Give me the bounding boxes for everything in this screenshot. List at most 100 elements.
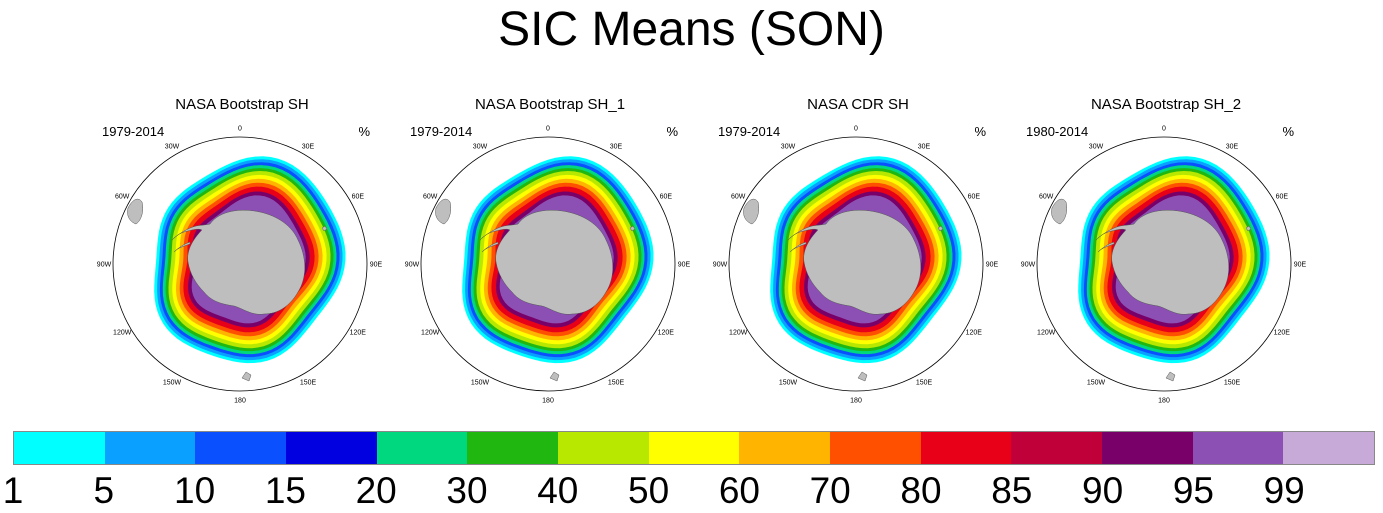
longitude-label: 90W: [1021, 262, 1036, 269]
longitude-label: 60W: [731, 194, 746, 201]
colorbar: [13, 431, 1375, 465]
antarctica-landmass: [1095, 209, 1229, 315]
longitude-label: 120E: [1274, 330, 1291, 337]
figure-title: SIC Means (SON): [498, 3, 885, 56]
longitude-label: 150E: [1224, 379, 1241, 386]
panel-title: NASA Bootstrap SH_1: [474, 96, 626, 113]
colorbar-label: 85: [991, 470, 1033, 511]
antarctica-landmass: [171, 209, 305, 315]
map-panel-2: NASA Bootstrap SH_1 1979-2014 % 0 30E 60E 9…: [400, 92, 700, 412]
colorbar-label: 99: [1263, 470, 1305, 511]
colorbar-swatch: [648, 432, 740, 464]
antarctic-peninsula: [789, 241, 807, 253]
colorbar-swatch: [739, 432, 831, 464]
longitude-label: 180: [850, 398, 862, 405]
colorbar-swatch: [376, 432, 468, 464]
longitude-label: 150W: [471, 379, 490, 386]
longitude-label: 30E: [918, 144, 931, 151]
colorbar-label: 40: [537, 470, 579, 511]
longitude-label: 120E: [658, 330, 675, 337]
colorbar-label: 50: [628, 470, 670, 511]
colorbar-label: 10: [174, 470, 216, 511]
longitude-label: 180: [1158, 398, 1170, 405]
colorbar-label: 95: [1172, 470, 1214, 511]
longitude-label: 60E: [968, 194, 981, 201]
longitude-label: 60E: [352, 194, 365, 201]
antarctica-landmass: [479, 209, 613, 315]
colorbar-swatch: [830, 432, 921, 464]
panel-unit: %: [1282, 124, 1294, 139]
longitude-label: 180: [542, 398, 554, 405]
colorbar-swatch: [14, 432, 105, 464]
map-panel-3: NASA CDR SH 1979-2014 % 0 30E 60E 90E 120E 15…: [708, 92, 1008, 412]
colorbar-label: 1: [2, 470, 24, 511]
longitude-label: 90E: [1294, 262, 1307, 269]
kerguelen-island: [1245, 225, 1252, 232]
longitude-label: 30E: [1226, 144, 1239, 151]
longitude-label: 90E: [370, 262, 383, 269]
polar-map: 0 30E 60E 90E 120E 150E 180 150W 120W 90W 60W 30W: [97, 126, 383, 405]
colorbar-label: 90: [1082, 470, 1124, 511]
longitude-label: 30W: [165, 144, 180, 151]
south-america-tip: [435, 198, 451, 225]
panel-years: 1979-2014: [102, 124, 165, 139]
colorbar-label: 15: [264, 470, 306, 511]
longitude-label: 150E: [300, 379, 317, 386]
panel-title: NASA Bootstrap SH: [175, 96, 309, 113]
longitude-label: 90W: [713, 262, 728, 269]
colorbar-swatch: [1283, 432, 1375, 464]
kerguelen-island: [937, 225, 944, 232]
longitude-label: 60W: [1039, 194, 1054, 201]
colorbar-label: 60: [718, 470, 760, 511]
antarctic-peninsula: [481, 241, 499, 253]
longitude-label: 90E: [678, 262, 691, 269]
longitude-label: 60E: [660, 194, 673, 201]
polar-map: 0 30E 60E 90E 120E 150E 180 150W 120W 90W 60W 30W: [405, 126, 691, 405]
new-zealand-island: [241, 371, 252, 382]
south-america-tip: [127, 198, 143, 225]
south-america-tip: [743, 198, 759, 225]
longitude-label: 90W: [405, 262, 420, 269]
longitude-label: 0: [238, 126, 242, 133]
polar-map: 0 30E 60E 90E 120E 150E 180 150W 120W 90W 60W 30W: [1021, 126, 1307, 405]
longitude-label: 0: [1162, 126, 1166, 133]
longitude-label: 120E: [966, 330, 983, 337]
longitude-label: 30W: [781, 144, 796, 151]
antarctic-peninsula: [173, 241, 191, 253]
panel-years: 1979-2014: [718, 124, 781, 139]
longitude-label: 180: [234, 398, 246, 405]
longitude-label: 120W: [421, 330, 440, 337]
longitude-label: 60W: [115, 194, 130, 201]
panel-years: 1980-2014: [1026, 124, 1089, 139]
longitude-label: 0: [854, 126, 858, 133]
longitude-label: 30E: [610, 144, 623, 151]
longitude-label: 120W: [1037, 330, 1056, 337]
colorbar-swatch: [104, 432, 196, 464]
colorbar-swatch: [195, 432, 287, 464]
new-zealand-island: [1165, 371, 1176, 382]
map-panel-1: NASA Bootstrap SH 1979-2014 % 0 30E 60E 90E…: [92, 92, 392, 412]
longitude-label: 60W: [423, 194, 438, 201]
colorbar-swatch: [1011, 432, 1103, 464]
longitude-label: 0: [546, 126, 550, 133]
panel-title: NASA Bootstrap SH_2: [1090, 96, 1242, 113]
south-america-tip: [1051, 198, 1067, 225]
longitude-label: 150W: [779, 379, 798, 386]
new-zealand-island: [857, 371, 868, 382]
longitude-label: 150W: [1087, 379, 1106, 386]
new-zealand-island: [549, 371, 560, 382]
colorbar-swatch: [1192, 432, 1284, 464]
colorbar-swatch: [920, 432, 1012, 464]
panel-unit: %: [666, 124, 678, 139]
longitude-label: 150W: [163, 379, 182, 386]
colorbar-label: 30: [446, 470, 488, 511]
longitude-label: 30E: [302, 144, 315, 151]
longitude-label: 90W: [97, 262, 112, 269]
colorbar-swatch: [286, 432, 377, 464]
colorbar-swatch: [467, 432, 559, 464]
longitude-label: 60E: [1276, 194, 1289, 201]
longitude-label: 120W: [729, 330, 748, 337]
antarctica-landmass: [787, 209, 921, 315]
kerguelen-island: [321, 225, 328, 232]
panel-title: NASA CDR SH: [807, 96, 909, 113]
